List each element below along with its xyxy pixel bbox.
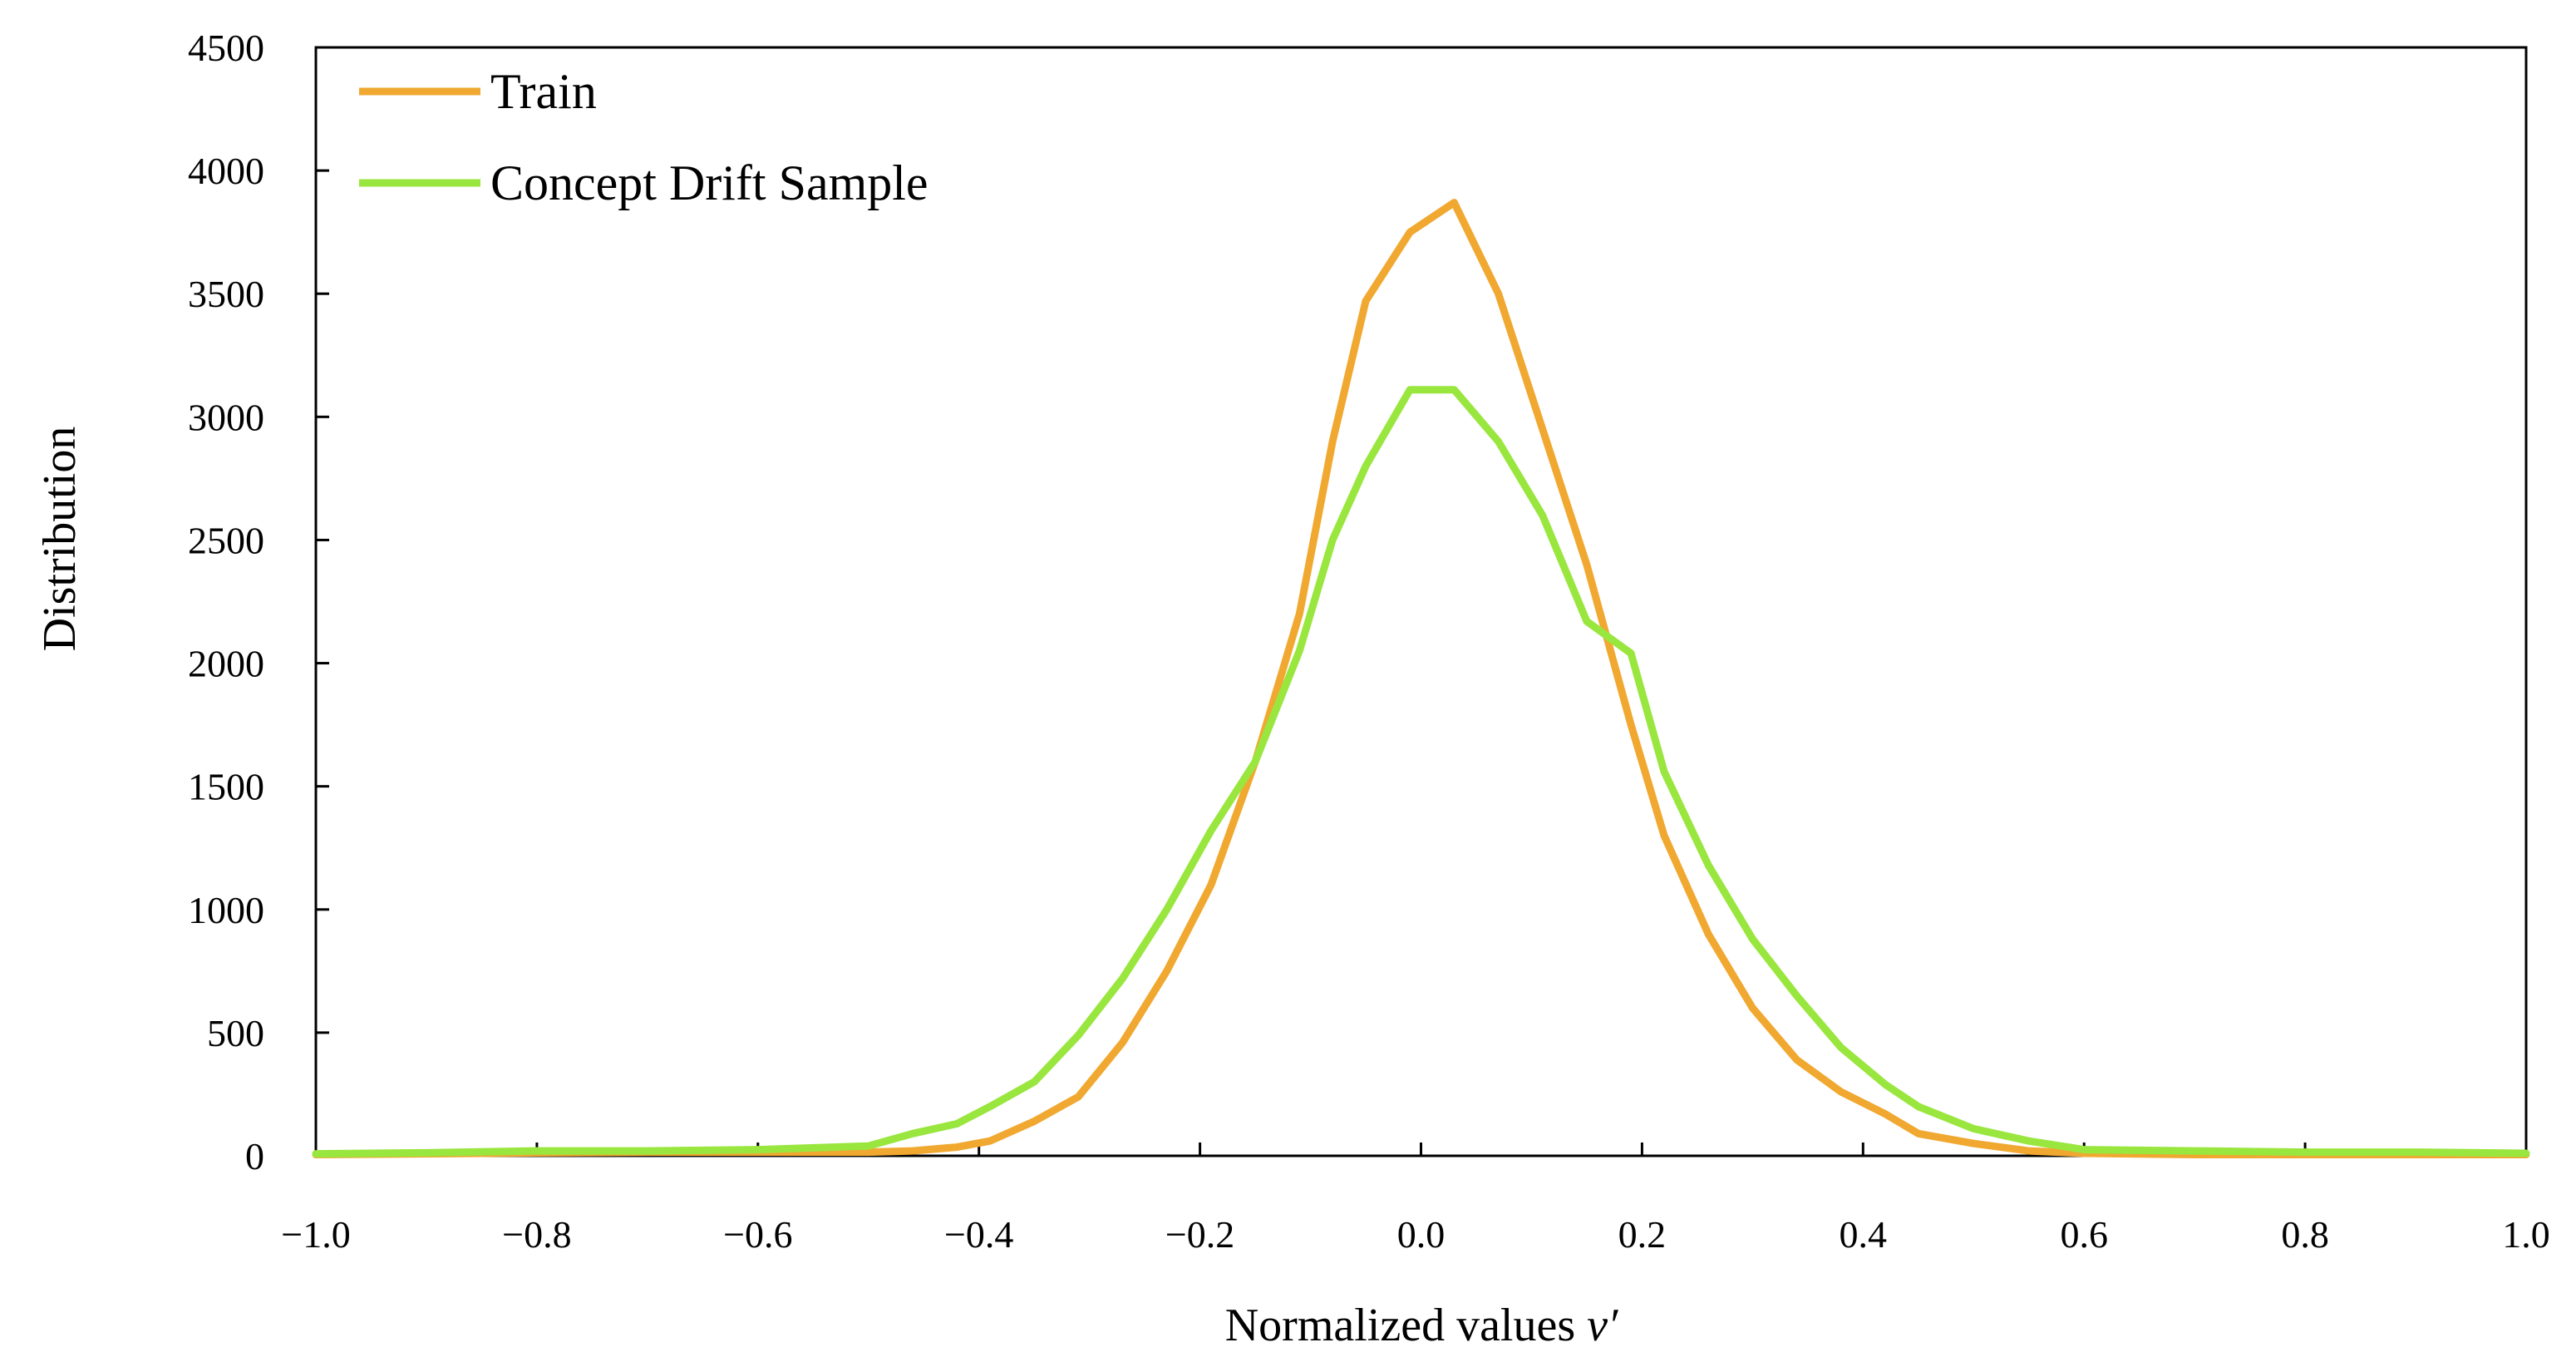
x-tick-label: 0.0 — [1397, 1213, 1446, 1256]
x-tick-label: −0.2 — [1165, 1213, 1234, 1256]
y-tick-label: 1500 — [188, 766, 264, 808]
y-tick-label: 0 — [245, 1135, 264, 1177]
plot-area-frame — [314, 46, 2528, 1157]
legend-label-concept-drift: Concept Drift Sample — [490, 155, 928, 210]
y-tick-label: 1000 — [188, 889, 264, 931]
x-axis: −1.0 −0.8 −0.6 −0.4 −0.2 0.0 0.2 0.4 0.6 0.8 1.0 — [281, 1143, 2550, 1256]
y-tick-label: 2500 — [188, 519, 264, 561]
y-tick-label: 4500 — [188, 27, 264, 69]
x-axis-title-text: Normalized values — [1225, 1300, 1587, 1351]
x-tick-label: −0.8 — [502, 1213, 571, 1256]
series-line-concept-drift — [312, 386, 2530, 1158]
x-tick-label: 0.2 — [1618, 1213, 1667, 1256]
x-tick-label: 0.6 — [2060, 1213, 2108, 1256]
x-axis-title: Normalized values v′ — [1225, 1300, 1618, 1351]
series-line-train — [312, 199, 2530, 1158]
series-layer — [312, 199, 2530, 1158]
y-tick-label: 3000 — [188, 396, 264, 438]
x-tick-label: 0.8 — [2281, 1213, 2329, 1256]
y-tick-label: 2000 — [188, 643, 264, 685]
y-tick-label: 500 — [207, 1012, 264, 1054]
x-tick-label: 1.0 — [2502, 1213, 2550, 1256]
x-tick-label: 0.4 — [1840, 1213, 1888, 1256]
y-tick-label: 4000 — [188, 150, 264, 192]
x-tick-label: −1.0 — [281, 1213, 350, 1256]
y-axis-title: Distribution — [34, 427, 86, 652]
legend-label-train: Train — [490, 64, 597, 119]
x-axis-title-variable: v′ — [1587, 1300, 1618, 1351]
x-tick-label: −0.6 — [723, 1213, 792, 1256]
x-tick-label: −0.4 — [944, 1213, 1013, 1256]
y-axis: 0 500 1000 1500 2000 2500 3000 3500 4000 4500 — [188, 27, 329, 1177]
y-tick-label: 3500 — [188, 273, 264, 315]
legend: Train Concept Drift Sample — [359, 64, 928, 210]
